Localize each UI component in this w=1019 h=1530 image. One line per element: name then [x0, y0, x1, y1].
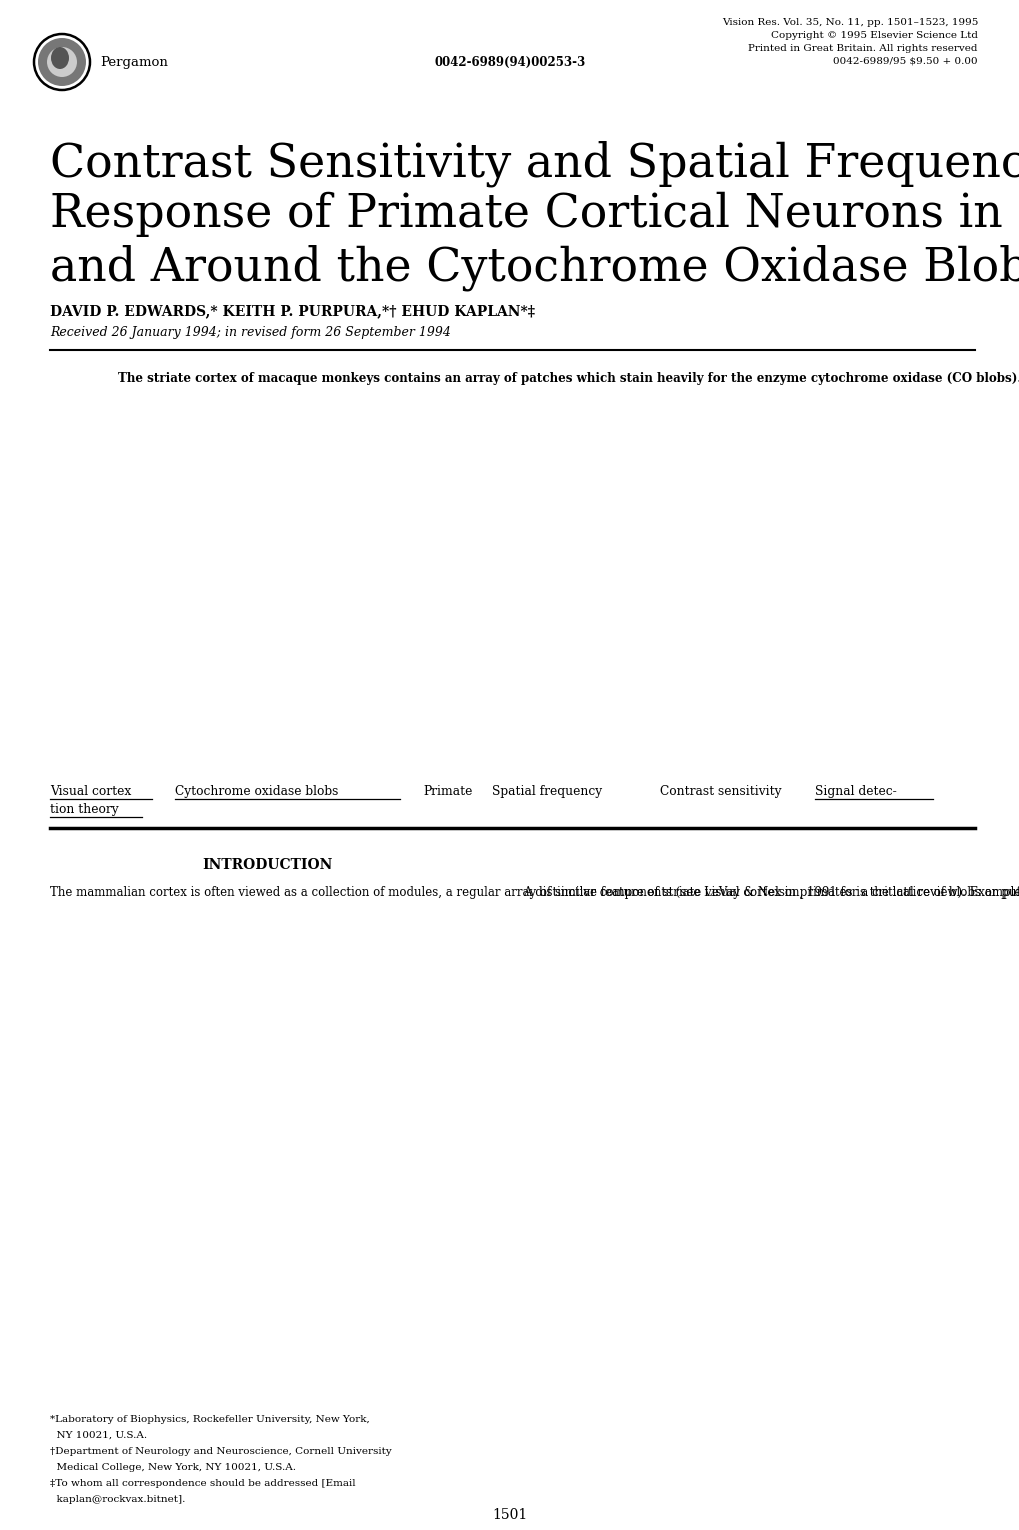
Text: Pergamon: Pergamon	[100, 55, 168, 69]
Text: tion theory: tion theory	[50, 803, 118, 815]
Text: Spatial frequency: Spatial frequency	[491, 785, 601, 799]
Text: *Laboratory of Biophysics, Rockefeller University, New York,: *Laboratory of Biophysics, Rockefeller U…	[50, 1415, 370, 1424]
Text: The mammalian cortex is often viewed as a collection of modules, a regular array: The mammalian cortex is often viewed as …	[50, 886, 1019, 900]
Text: Received 26 January 1994; in revised form 26 September 1994: Received 26 January 1994; in revised for…	[50, 326, 450, 340]
Text: A distinctive feature of striate visual cortex in primates is the lattice of blo: A distinctive feature of striate visual …	[523, 886, 1019, 900]
Text: NY 10021, U.S.A.: NY 10021, U.S.A.	[50, 1431, 147, 1440]
Ellipse shape	[38, 38, 86, 86]
Ellipse shape	[47, 47, 76, 76]
Text: Visual cortex: Visual cortex	[50, 785, 131, 799]
Text: DAVID P. EDWARDS,* KEITH P. PURPURA,*† EHUD KAPLAN*‡: DAVID P. EDWARDS,* KEITH P. PURPURA,*† E…	[50, 304, 535, 318]
Text: †Department of Neurology and Neuroscience, Cornell University: †Department of Neurology and Neuroscienc…	[50, 1447, 391, 1457]
Text: 1501: 1501	[492, 1509, 527, 1522]
Text: Cytochrome oxidase blobs: Cytochrome oxidase blobs	[175, 785, 338, 799]
Text: The striate cortex of macaque monkeys contains an array of patches which stain h: The striate cortex of macaque monkeys co…	[118, 372, 1019, 386]
Text: 0042-6989(94)00253-3: 0042-6989(94)00253-3	[434, 55, 585, 69]
Text: Response of Primate Cortical Neurons in: Response of Primate Cortical Neurons in	[50, 191, 1002, 237]
Text: and Around the Cytochrome Oxidase Blobs: and Around the Cytochrome Oxidase Blobs	[50, 243, 1019, 291]
Text: Primate: Primate	[423, 785, 472, 799]
Text: Signal detec-: Signal detec-	[814, 785, 896, 799]
Text: ‡To whom all correspondence should be addressed [Email: ‡To whom all correspondence should be ad…	[50, 1480, 356, 1489]
Text: Contrast Sensitivity and Spatial Frequency: Contrast Sensitivity and Spatial Frequen…	[50, 141, 1019, 187]
Text: Medical College, New York, NY 10021, U.S.A.: Medical College, New York, NY 10021, U.S…	[50, 1463, 296, 1472]
Text: Contrast sensitivity: Contrast sensitivity	[659, 785, 781, 799]
Text: INTRODUCTION: INTRODUCTION	[202, 858, 332, 872]
Text: Vision Res. Vol. 35, No. 11, pp. 1501–1523, 1995
Copyright © 1995 Elsevier Scien: Vision Res. Vol. 35, No. 11, pp. 1501–15…	[720, 18, 977, 66]
Ellipse shape	[51, 47, 69, 69]
Text: kaplan@rockvax.bitnet].: kaplan@rockvax.bitnet].	[50, 1495, 185, 1504]
